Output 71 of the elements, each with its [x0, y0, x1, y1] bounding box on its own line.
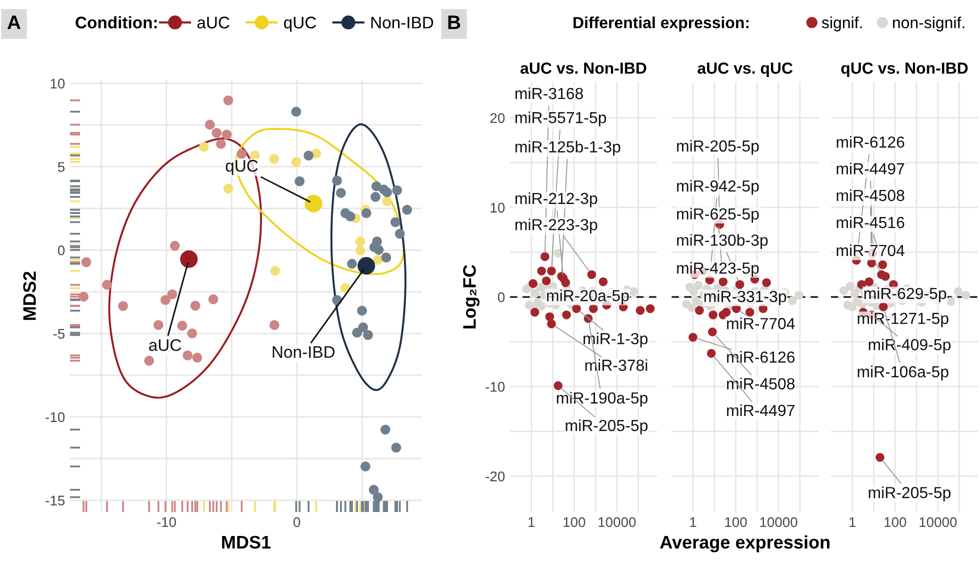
annotation: miR-4497: [836, 162, 904, 174]
annotation: miR-4516: [836, 216, 904, 228]
annotation: miR-1-3p: [584, 332, 648, 348]
annotation: miR-3168: [515, 87, 583, 100]
legend-title: Differential expression:: [574, 16, 748, 32]
annotation: miR-423-5p: [677, 262, 759, 277]
y-tick-label: -15: [46, 496, 65, 506]
legend-label: non-signif.: [893, 16, 964, 32]
y-tick-label: 5: [58, 162, 65, 172]
legend-label: qUC: [284, 16, 316, 32]
annotation: miR-190a-5p: [556, 392, 648, 407]
chart-title: aUC vs. qUC: [698, 62, 793, 77]
y-tick-label: -5: [53, 329, 65, 339]
annotation: miR-5571-5p: [515, 112, 606, 126]
annotation: aUC: [149, 339, 182, 352]
annotation: miR-130b-3p: [677, 234, 768, 249]
annotation: miR-331-3p: [704, 290, 786, 306]
annotation: qUC: [226, 160, 258, 176]
x-tick-label: 1: [850, 517, 856, 527]
annotation: Non-IBD: [272, 346, 335, 358]
annotation: miR-106a-5p: [858, 366, 948, 381]
annotation: miR-20a-5p: [547, 290, 629, 304]
x-tick-label: -10: [157, 517, 176, 528]
annotation: miR-1271-5p: [858, 312, 948, 328]
legend-label: aUC: [197, 16, 230, 28]
y-axis-title: Log₂FC: [463, 264, 480, 328]
y-tick-label: -20: [486, 472, 505, 482]
annotation: miR-4508: [727, 378, 795, 390]
x-tick-label: 10000: [920, 517, 957, 528]
annotation: miR-4497: [727, 404, 794, 416]
y-tick-label: 20: [490, 113, 505, 124]
x-tick-label: 100: [884, 517, 906, 528]
x-tick-label: 10000: [598, 517, 636, 528]
y-tick-label: 0: [58, 245, 65, 256]
annotation: miR-6126: [727, 351, 795, 363]
annotation: miR-409-5p: [868, 338, 951, 354]
legend-label: signif.: [822, 16, 862, 32]
legend-label: Non-IBD: [371, 16, 434, 28]
annotation: miR-205-5p: [868, 486, 951, 502]
annotation: miR-205-5p: [677, 140, 759, 155]
x-tick-label: 10000: [760, 517, 798, 528]
x-tick-label: 1: [528, 517, 535, 527]
x-tick-label: 100: [725, 517, 747, 528]
y-tick-label: 0: [498, 292, 505, 302]
annotation: miR-942-5p: [677, 180, 759, 195]
y-tick-label: -10: [46, 412, 65, 422]
y-axis-title: MDS2: [23, 272, 36, 320]
annotation: miR-4508: [836, 189, 904, 202]
annotation: miR-125b-1-3p: [515, 140, 620, 156]
x-axis-title: MDS1: [222, 536, 271, 549]
x-tick-label: 1: [690, 517, 696, 527]
annotation: miR-378i: [585, 359, 648, 371]
annotation: miR-7704: [727, 318, 795, 330]
annotation: miR-6126: [836, 136, 904, 148]
x-tick-label: 100: [564, 517, 586, 528]
text: A: [7, 16, 21, 30]
annotation: miR-212-3p: [515, 192, 598, 208]
text: B: [448, 16, 460, 30]
chart-title: aUC vs. Non-IBD: [520, 62, 646, 74]
legend-title: Condition:: [76, 16, 157, 28]
x-tick-label: 0: [294, 517, 300, 528]
x-axis-title: Average expression: [660, 535, 830, 552]
annotation: miR-7704: [836, 244, 904, 256]
annotation: miR-223-3p: [515, 218, 598, 234]
annotation: miR-625-5p: [677, 208, 759, 223]
y-tick-label: 10: [50, 78, 65, 89]
y-tick-label: -10: [486, 382, 505, 392]
y-tick-label: 10: [490, 202, 505, 213]
chart-title: qUC vs. Non-IBD: [841, 62, 968, 77]
annotation: miR-629-5p: [864, 287, 946, 302]
annotation: miR-205-5p: [566, 419, 648, 434]
